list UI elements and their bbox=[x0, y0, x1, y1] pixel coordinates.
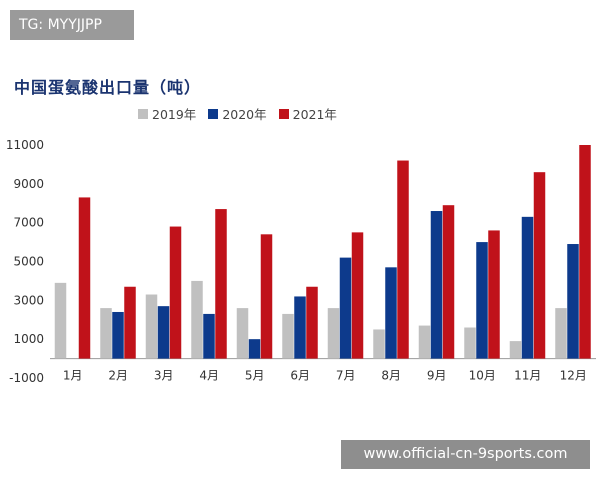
x-tick-label: 10月 bbox=[469, 369, 496, 383]
bar-2019年-7月 bbox=[327, 308, 340, 359]
y-tick-label: 5000 bbox=[13, 255, 44, 269]
bar-2019年-3月 bbox=[145, 294, 158, 359]
y-tick-label: 7000 bbox=[13, 216, 44, 230]
bar-2020年-9月 bbox=[430, 211, 443, 359]
bar-2019年-12月 bbox=[555, 308, 567, 359]
bar-2019年-11月 bbox=[509, 341, 522, 359]
bar-2019年-10月 bbox=[464, 327, 476, 359]
bar-2020年-12月 bbox=[567, 244, 579, 359]
bar-2019年-4月 bbox=[191, 280, 203, 359]
x-tick-label: 6月 bbox=[290, 369, 310, 383]
bar-2021年-8月 bbox=[397, 160, 409, 359]
bar-2021年-10月 bbox=[488, 230, 500, 359]
bar-2021年-9月 bbox=[442, 205, 455, 359]
bar-2021年-2月 bbox=[124, 286, 136, 359]
y-tick-label: 1000 bbox=[13, 332, 44, 346]
bar-2020年-5月 bbox=[248, 339, 261, 359]
bar-2021年-4月 bbox=[215, 209, 227, 359]
bar-2019年-9月 bbox=[418, 325, 431, 359]
legend-swatch-2020 bbox=[208, 108, 219, 119]
watermark-url: www.official-cn-9sports.com bbox=[341, 440, 590, 469]
legend-label-2020: 2020年 bbox=[222, 107, 267, 122]
bar-2019年-2月 bbox=[100, 308, 112, 359]
y-tick-label: -1000 bbox=[9, 371, 44, 385]
x-tick-label: 1月 bbox=[63, 369, 83, 383]
bar-2019年-1月 bbox=[54, 282, 67, 359]
y-tick-label: 3000 bbox=[13, 293, 44, 307]
bar-2020年-6月 bbox=[294, 296, 306, 359]
bar-2021年-5月 bbox=[260, 234, 273, 359]
x-tick-label: 11月 bbox=[514, 369, 541, 383]
legend-item-2019: 2019年 bbox=[138, 104, 196, 123]
tag-badge: TG: MYYJJPP bbox=[10, 10, 134, 40]
y-tick-label: 9000 bbox=[13, 177, 44, 191]
x-tick-label: 3月 bbox=[154, 369, 174, 383]
x-tick-label: 4月 bbox=[199, 369, 219, 383]
bar-2021年-11月 bbox=[533, 172, 546, 359]
x-tick-label: 12月 bbox=[560, 369, 587, 383]
legend-swatch-2019 bbox=[138, 108, 148, 119]
bar-2020年-8月 bbox=[385, 267, 397, 359]
bar-2019年-6月 bbox=[282, 313, 294, 359]
bar-2021年-7月 bbox=[351, 232, 364, 359]
legend-label-2021: 2021年 bbox=[292, 107, 337, 122]
bar-2019年-8月 bbox=[373, 329, 385, 359]
bar-2021年-1月 bbox=[78, 197, 91, 359]
y-tick-label: 11000 bbox=[6, 138, 44, 152]
legend-item-2021: 2021年 bbox=[278, 104, 337, 123]
bar-2020年-4月 bbox=[203, 313, 215, 359]
bar-2020年-7月 bbox=[339, 257, 352, 359]
bar-2020年-11月 bbox=[521, 216, 534, 359]
legend-item-2020: 2020年 bbox=[208, 104, 267, 123]
bar-2019年-5月 bbox=[236, 308, 249, 359]
bar-2020年-2月 bbox=[112, 311, 124, 359]
x-tick-label: 8月 bbox=[381, 369, 401, 383]
x-tick-label: 2月 bbox=[108, 369, 128, 383]
chart-legend: 2019年 2020年 2021年 bbox=[138, 104, 349, 123]
bar-2021年-12月 bbox=[579, 145, 591, 359]
legend-label-2019: 2019年 bbox=[152, 107, 197, 122]
bar-2020年-10月 bbox=[476, 242, 488, 359]
legend-swatch-2021 bbox=[278, 108, 289, 119]
chart-title: 中国蛋氨酸出口量（吨） bbox=[14, 78, 202, 97]
bar-2021年-3月 bbox=[169, 226, 182, 359]
bar-2021年-6月 bbox=[306, 286, 318, 359]
x-tick-label: 5月 bbox=[245, 369, 265, 383]
x-tick-label: 9月 bbox=[427, 369, 447, 383]
x-tick-label: 7月 bbox=[336, 369, 356, 383]
bar-2020年-3月 bbox=[157, 306, 170, 359]
